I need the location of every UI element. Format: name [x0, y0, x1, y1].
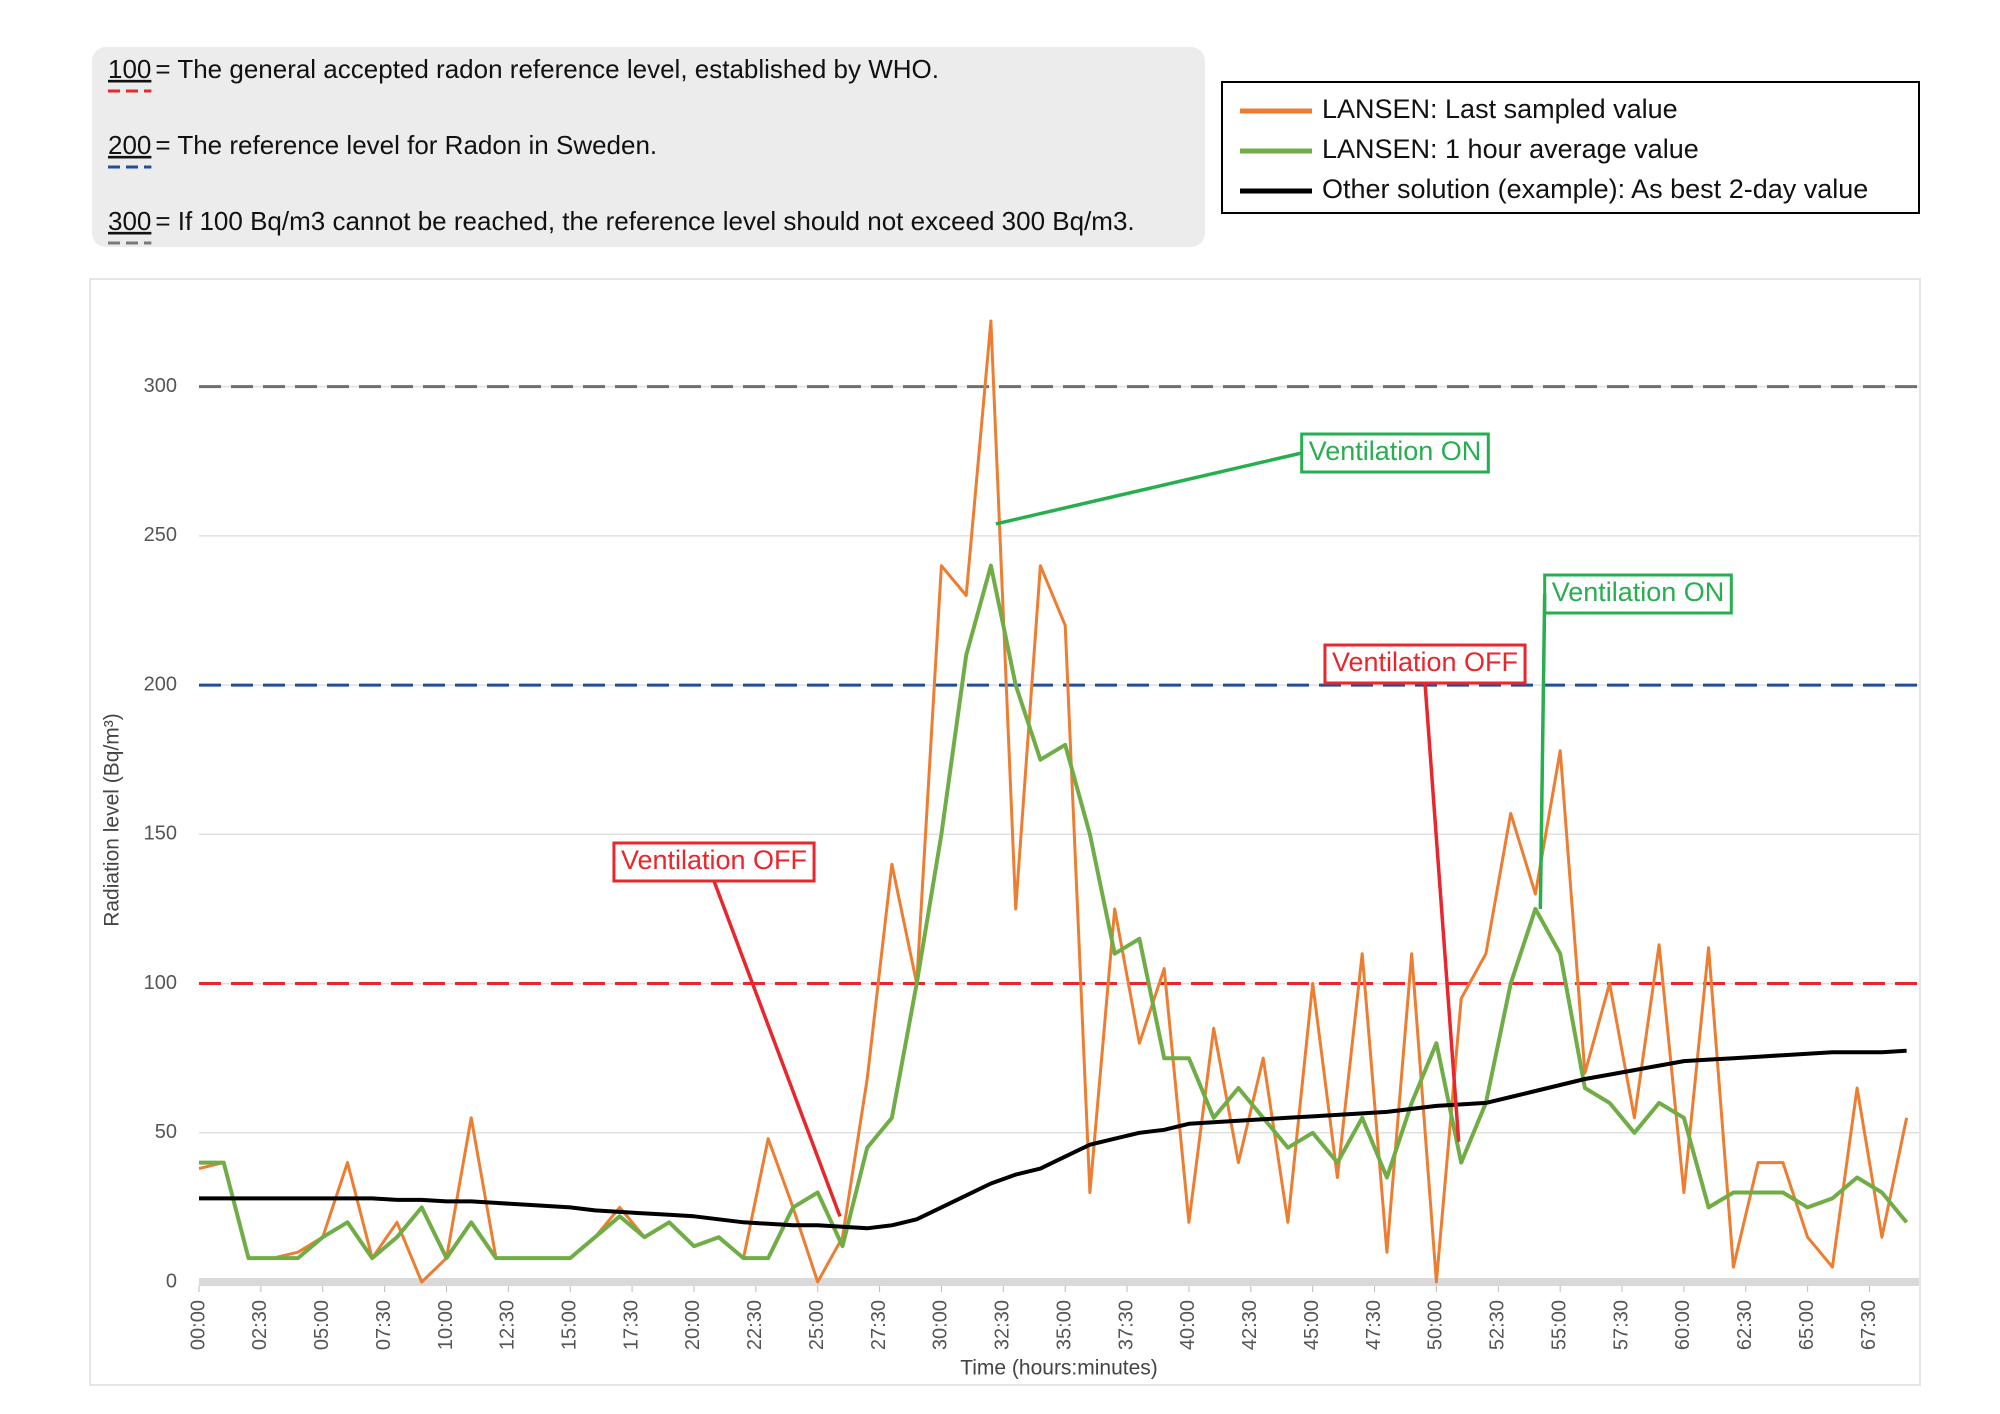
- annotation-arrow: [995, 451, 1303, 526]
- annotation-label: Ventilation ON: [1309, 436, 1482, 466]
- annotation-arrow: [712, 880, 842, 1217]
- y-tick-label: 300: [144, 375, 177, 397]
- x-tick-label: 10:00: [435, 1300, 457, 1350]
- x-tick-label: 17:30: [620, 1300, 642, 1350]
- x-tick-label: 42:30: [1239, 1300, 1261, 1350]
- x-tick-label: 00:00: [187, 1300, 209, 1350]
- annotation-label: Ventilation OFF: [1332, 647, 1518, 677]
- plot-frame: [89, 278, 1921, 1386]
- y-tick-label: 250: [144, 524, 177, 546]
- x-tick-label: 47:30: [1363, 1300, 1385, 1350]
- annotation-box: [1300, 432, 1490, 474]
- x-tick-label: 62:30: [1734, 1300, 1756, 1350]
- x-tick-label: 12:30: [497, 1300, 519, 1350]
- x-tick-label: 40:00: [1177, 1300, 1199, 1350]
- x-tick-label: 37:30: [1115, 1300, 1137, 1350]
- x-tick-label: 20:00: [682, 1300, 704, 1350]
- annotation-arrow: [1423, 682, 1461, 1142]
- note-text: = If 100 Bq/m3 cannot be reached, the re…: [155, 206, 1134, 236]
- note-level: 100: [108, 54, 151, 84]
- annotation-arrow: [1538, 593, 1547, 909]
- y-axis-title: Radiation level (Bq/m³): [101, 713, 124, 927]
- annotation-label: Ventilation ON: [1552, 577, 1725, 607]
- x-tick-label: 15:00: [559, 1300, 581, 1350]
- note-box: [92, 47, 1205, 247]
- x-tick-label: 27:30: [868, 1300, 890, 1350]
- y-tick-label: 50: [155, 1121, 177, 1143]
- note-level: 200: [108, 130, 151, 160]
- x-tick-label: 67:30: [1858, 1300, 1880, 1350]
- x-tick-label: 55:00: [1548, 1300, 1570, 1350]
- x-tick-label: 50:00: [1425, 1300, 1447, 1350]
- legend-label: Other solution (example): As best 2-day …: [1322, 174, 1868, 204]
- legend-label: LANSEN: Last sampled value: [1322, 94, 1678, 124]
- x-tick-label: 45:00: [1301, 1300, 1323, 1350]
- x-tick-label: 07:30: [373, 1300, 395, 1350]
- note-text: = The reference level for Radon in Swede…: [155, 130, 657, 160]
- x-axis-title: Time (hours:minutes): [960, 1357, 1158, 1380]
- y-tick-label: 150: [144, 823, 177, 845]
- x-tick-label: 60:00: [1672, 1300, 1694, 1350]
- series-line: [198, 319, 1909, 1284]
- annotation-label: Ventilation OFF: [621, 845, 807, 875]
- annotation-box: [1323, 643, 1527, 685]
- legend-label: LANSEN: 1 hour average value: [1322, 134, 1699, 164]
- legend-box: [1221, 81, 1920, 214]
- note-level: 300: [108, 206, 151, 236]
- y-tick-label: 100: [144, 972, 177, 994]
- x-tick-label: 32:30: [992, 1300, 1014, 1350]
- x-tick-label: 02:30: [249, 1300, 271, 1350]
- y-tick-label: 200: [144, 673, 177, 695]
- x-tick-label: 30:00: [930, 1300, 952, 1350]
- x-tick-label: 35:00: [1053, 1300, 1075, 1350]
- y-tick-label: 0: [166, 1270, 177, 1292]
- series-line: [199, 563, 1909, 1261]
- note-text: = The general accepted radon reference l…: [155, 54, 939, 84]
- annotation-box: [612, 841, 816, 883]
- x-tick-label: 25:00: [806, 1300, 828, 1350]
- series-line: [199, 1048, 1907, 1231]
- x-tick-label: 57:30: [1610, 1300, 1632, 1350]
- x-tick-label: 52:30: [1487, 1300, 1509, 1350]
- x-tick-label: 65:00: [1796, 1300, 1818, 1350]
- x-tick-label: 22:30: [744, 1300, 766, 1350]
- x-tick-label: 05:00: [311, 1300, 333, 1350]
